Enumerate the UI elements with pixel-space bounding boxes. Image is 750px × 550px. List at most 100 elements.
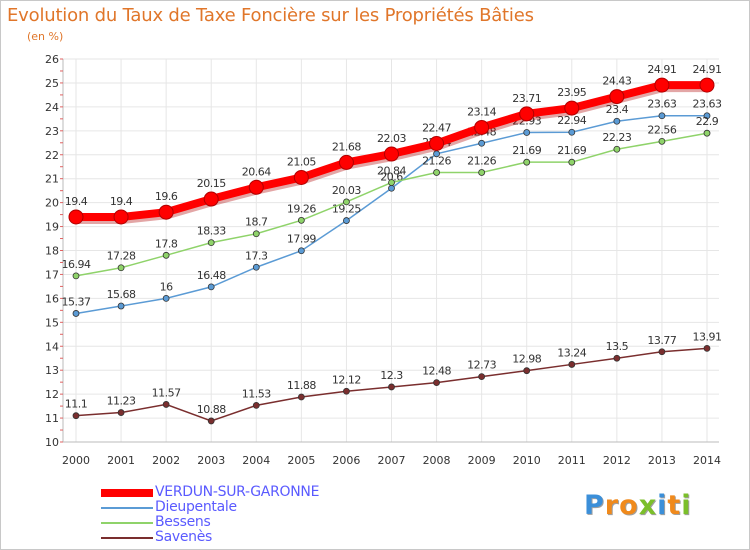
data-label: 21.26: [467, 154, 496, 167]
data-label: 17.3: [245, 249, 268, 262]
data-label: 12.3: [380, 369, 403, 382]
y-tick-label: 18: [45, 245, 59, 258]
y-tick-label: 15: [45, 316, 59, 329]
data-point: [564, 100, 580, 116]
x-tick-label: 2011: [558, 454, 586, 467]
data-point: [252, 401, 260, 409]
x-tick-label: 2013: [648, 454, 676, 467]
data-point: [388, 383, 395, 391]
y-tick-label: 26: [45, 53, 59, 66]
data-point: [699, 77, 715, 93]
x-tick-label: 2014: [693, 454, 721, 467]
data-label: 13.24: [557, 346, 586, 359]
data-point: [338, 154, 354, 170]
data-label: 17.99: [287, 233, 316, 246]
data-point: [658, 137, 666, 145]
data-point: [252, 263, 260, 271]
data-label: 22.94: [557, 114, 586, 127]
data-label: 11.88: [287, 379, 316, 392]
y-tick-label: 23: [45, 125, 59, 138]
y-tick-label: 13: [45, 364, 59, 377]
legend-label: Bessens: [155, 514, 211, 530]
data-point: [703, 112, 711, 120]
data-point: [207, 417, 215, 425]
data-label: 24.91: [693, 63, 722, 76]
data-point: [113, 209, 129, 225]
data-point: [568, 128, 576, 136]
data-point: [613, 145, 621, 153]
data-point: [703, 129, 711, 137]
y-tick-label: 19: [45, 221, 59, 234]
data-label: 11.23: [107, 395, 136, 408]
data-point: [658, 112, 666, 120]
data-label: 10.88: [197, 403, 226, 416]
x-tick-label: 2010: [513, 454, 541, 467]
data-label: 24.43: [602, 75, 631, 88]
x-tick-label: 2003: [197, 454, 225, 467]
data-label: 12.98: [512, 353, 541, 366]
data-point: [523, 158, 531, 166]
legend-label: VERDUN-SUR-GARONNE: [155, 484, 320, 500]
data-label: 22.47: [422, 121, 451, 134]
data-label: 21.69: [512, 144, 541, 157]
data-point: [519, 106, 535, 122]
data-point: [207, 239, 215, 247]
logo-letter: i: [681, 490, 692, 521]
legend-label: Dieupentale: [155, 499, 237, 515]
data-label: 12.12: [332, 373, 361, 386]
data-label: 19.6: [155, 190, 178, 203]
data-label: 20.64: [242, 165, 271, 178]
data-point: [523, 129, 531, 136]
data-point: [609, 89, 625, 105]
data-label: 23.95: [557, 86, 586, 99]
data-label: 16: [160, 280, 173, 293]
y-tick-label: 10: [45, 436, 59, 449]
data-label: 13.5: [606, 340, 629, 353]
data-point: [343, 387, 350, 395]
data-label: 24.91: [647, 63, 676, 76]
data-label: 23.63: [693, 98, 722, 111]
data-label: 23.71: [512, 92, 541, 105]
data-label: 23.14: [467, 105, 496, 118]
data-label: 20.84: [377, 165, 406, 178]
legend-swatch: [101, 507, 153, 509]
y-tick-label: 14: [45, 340, 59, 353]
data-point: [433, 379, 440, 387]
data-label: 15.68: [107, 288, 136, 301]
logo-letter: t: [667, 490, 682, 521]
data-point: [478, 169, 486, 176]
data-label: 20.6: [380, 170, 403, 183]
data-label: 18.7: [245, 216, 268, 229]
data-label: 22.23: [602, 131, 631, 144]
data-point: [613, 117, 621, 125]
data-point: [203, 191, 219, 207]
chart-subtitle: (en %): [27, 30, 64, 43]
data-label: 15.37: [62, 295, 91, 308]
data-point: [72, 310, 80, 317]
x-tick-label: 2004: [242, 454, 270, 467]
data-label: 21.69: [557, 144, 586, 157]
data-point: [478, 139, 486, 147]
data-point: [162, 401, 170, 408]
x-tick-label: 2001: [107, 454, 135, 467]
y-tick-label: 20: [45, 197, 59, 210]
x-tick-label: 2005: [287, 454, 315, 467]
data-label: 21.68: [332, 140, 361, 153]
data-point: [433, 169, 440, 176]
y-tick-label: 24: [45, 101, 59, 114]
y-tick-label: 25: [45, 77, 59, 90]
data-label: 12.48: [422, 365, 451, 378]
data-label: 16.48: [197, 269, 226, 282]
data-label: 22.56: [647, 123, 676, 136]
data-point: [72, 272, 80, 280]
data-point: [568, 361, 576, 368]
data-label: 22.9: [696, 115, 719, 128]
data-point: [68, 209, 84, 225]
y-tick-label: 11: [45, 412, 59, 425]
data-point: [429, 135, 445, 151]
x-tick-label: 2006: [332, 454, 360, 467]
data-point: [658, 348, 666, 356]
data-point: [654, 77, 670, 93]
data-point: [703, 345, 711, 352]
